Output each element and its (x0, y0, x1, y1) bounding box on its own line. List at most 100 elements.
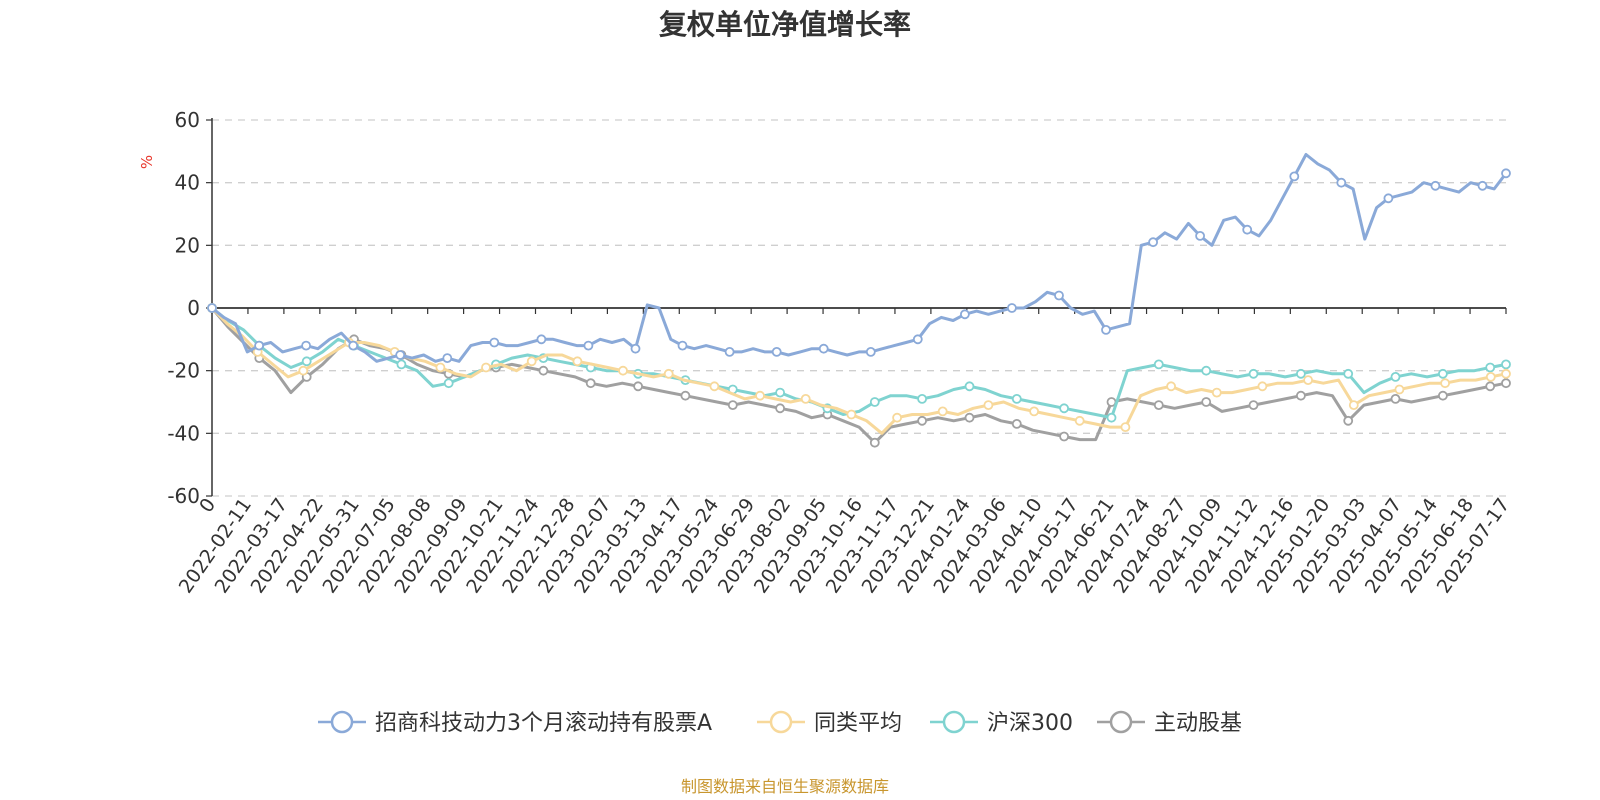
data-point[interactable] (489, 337, 500, 348)
data-point[interactable] (1153, 359, 1164, 370)
data-point[interactable] (1296, 390, 1306, 401)
data-point[interactable] (1248, 368, 1259, 379)
data-point[interactable] (917, 415, 927, 426)
data-point[interactable] (1336, 177, 1347, 188)
data-point[interactable] (960, 309, 970, 320)
data-point[interactable] (1153, 400, 1164, 411)
data-point[interactable] (724, 346, 735, 357)
data-point[interactable] (1501, 359, 1511, 370)
data-point[interactable] (1303, 375, 1313, 386)
data-point[interactable] (536, 334, 547, 345)
data-point[interactable] (348, 340, 359, 351)
data-point[interactable] (395, 350, 406, 360)
data-point[interactable] (1059, 431, 1069, 442)
data-point[interactable] (207, 303, 217, 313)
data-point[interactable] (585, 378, 596, 389)
data-point[interactable] (865, 346, 876, 357)
data-point[interactable] (1348, 400, 1359, 411)
data-point[interactable] (1007, 303, 1017, 313)
data-point[interactable] (775, 403, 785, 414)
data-source-footer: 制图数据来自恒生聚源数据库 (681, 777, 889, 796)
data-point[interactable] (846, 409, 857, 420)
data-point[interactable] (1011, 418, 1022, 429)
data-point[interactable] (680, 390, 691, 401)
data-point[interactable] (1011, 393, 1022, 404)
data-point[interactable] (1501, 168, 1511, 179)
data-point[interactable] (1343, 368, 1354, 379)
data-point[interactable] (1485, 371, 1496, 382)
data-point[interactable] (1029, 406, 1039, 417)
data-point[interactable] (526, 356, 537, 367)
data-point[interactable] (1074, 415, 1085, 426)
data-point[interactable] (869, 397, 880, 407)
data-point[interactable] (583, 340, 594, 351)
data-point[interactable] (1106, 412, 1117, 423)
data-point[interactable] (771, 346, 782, 357)
data-point[interactable] (964, 412, 975, 423)
data-point[interactable] (912, 334, 923, 345)
data-point[interactable] (1120, 422, 1131, 433)
data-point[interactable] (1059, 403, 1069, 414)
data-point[interactable] (1101, 324, 1111, 335)
data-point[interactable] (775, 387, 785, 398)
data-point[interactable] (1485, 381, 1496, 392)
data-point[interactable] (1390, 371, 1401, 382)
legend-item[interactable]: 主动股基 (1097, 710, 1242, 736)
data-point[interactable] (1296, 368, 1306, 379)
data-point[interactable] (800, 393, 811, 404)
data-point[interactable] (254, 340, 265, 351)
data-point[interactable] (1054, 290, 1064, 301)
data-point[interactable] (1438, 390, 1448, 401)
data-point[interactable] (1485, 362, 1496, 373)
data-point[interactable] (1394, 384, 1405, 395)
data-point[interactable] (709, 381, 720, 392)
legend[interactable]: 招商科技动力3个月滚动持有股票A 同类平均 沪深300 主动股基 (318, 710, 1242, 736)
data-point[interactable] (442, 353, 453, 364)
data-point[interactable] (396, 359, 407, 370)
data-point[interactable] (1501, 368, 1511, 379)
data-point[interactable] (1201, 397, 1212, 407)
data-point[interactable] (630, 343, 641, 354)
data-point[interactable] (1201, 365, 1212, 376)
data-point[interactable] (1390, 393, 1401, 404)
data-point[interactable] (1343, 415, 1354, 426)
data-point[interactable] (677, 340, 688, 351)
data-point[interactable] (663, 368, 674, 379)
data-point[interactable] (1257, 381, 1268, 392)
data-point[interactable] (869, 437, 880, 448)
data-point[interactable] (1248, 400, 1259, 411)
legend-item[interactable]: 同类平均 (757, 710, 902, 736)
data-point[interactable] (301, 356, 312, 367)
data-point[interactable] (1501, 378, 1511, 389)
data-point[interactable] (538, 365, 549, 376)
data-point[interactable] (481, 362, 491, 373)
data-point[interactable] (983, 400, 994, 411)
data-point[interactable] (298, 365, 309, 376)
data-point[interactable] (301, 340, 312, 351)
data-point[interactable] (443, 378, 454, 389)
data-point[interactable] (572, 356, 583, 367)
legend-item[interactable]: 沪深300 (930, 710, 1073, 736)
data-point[interactable] (1289, 171, 1300, 182)
data-point[interactable] (618, 365, 628, 376)
data-point[interactable] (1383, 193, 1394, 204)
data-point[interactable] (727, 400, 738, 411)
data-point[interactable] (917, 393, 927, 404)
legend-item[interactable]: 招商科技动力3个月滚动持有股票A (318, 710, 712, 736)
data-point[interactable] (755, 390, 765, 401)
data-point[interactable] (1195, 230, 1205, 241)
data-point[interactable] (1477, 180, 1488, 191)
data-point[interactable] (1430, 180, 1441, 191)
data-point[interactable] (1438, 368, 1448, 379)
data-point[interactable] (633, 381, 643, 392)
data-point[interactable] (435, 362, 446, 373)
data-point[interactable] (1440, 378, 1450, 389)
data-point[interactable] (937, 406, 948, 417)
data-point[interactable] (892, 412, 902, 423)
data-point[interactable] (1166, 381, 1176, 392)
data-point[interactable] (1148, 237, 1158, 248)
data-point[interactable] (818, 343, 829, 354)
data-point[interactable] (1242, 224, 1253, 235)
data-point[interactable] (964, 381, 975, 392)
data-point[interactable] (1211, 387, 1222, 398)
